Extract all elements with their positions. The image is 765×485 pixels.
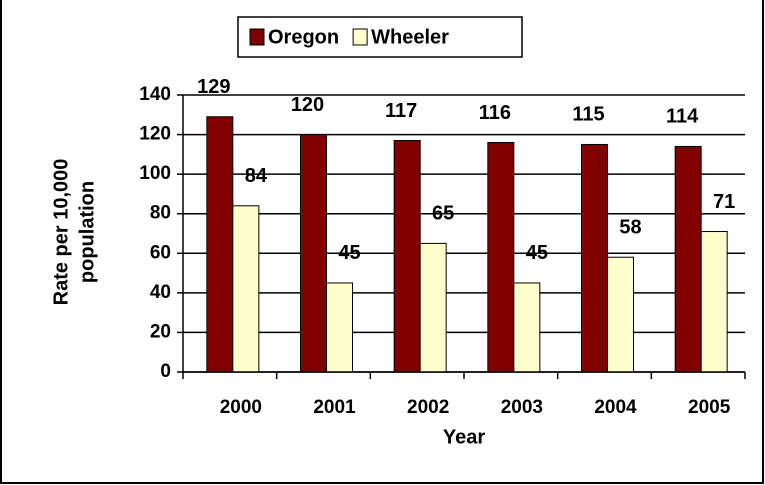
y-tick-label: 100	[139, 163, 171, 184]
y-tick-label: 0	[160, 361, 171, 382]
data-label: 116	[479, 102, 511, 124]
x-tick-label: 2003	[501, 397, 543, 418]
y-tick-label: 20	[150, 321, 171, 342]
legend-box	[237, 16, 523, 58]
data-label: 120	[291, 94, 324, 116]
x-tick-label: 2001	[313, 397, 356, 418]
x-tick-label: 2000	[220, 397, 262, 418]
x-tick-label: 2005	[688, 397, 731, 418]
y-axis-label: Rate per 10,000 population	[50, 159, 98, 306]
legend-swatch	[249, 28, 265, 46]
x-axis-label: Year	[443, 426, 485, 448]
legend-label: Wheeler	[371, 26, 449, 48]
data-label: 129	[197, 76, 230, 98]
legend-label: Oregon	[268, 26, 339, 48]
bar	[300, 134, 327, 373]
data-label: 71	[713, 191, 735, 213]
bar	[419, 242, 447, 373]
data-label: 84	[245, 165, 268, 187]
y-tick-label: 40	[150, 282, 171, 303]
bar	[674, 145, 702, 373]
bar	[700, 231, 728, 373]
x-tick-label: 2004	[594, 397, 637, 418]
data-label: 114	[666, 106, 699, 128]
y-axis-label-line: population	[76, 181, 98, 283]
bar	[513, 282, 541, 373]
legend-swatch	[352, 28, 368, 46]
bar	[232, 205, 260, 373]
data-label: 115	[572, 104, 604, 126]
bar	[206, 116, 234, 373]
data-label: 65	[432, 203, 454, 225]
y-axis-label-line: Rate per 10,000	[50, 159, 72, 306]
bar	[487, 141, 515, 373]
data-label: 58	[619, 217, 641, 239]
data-label: 45	[338, 242, 360, 264]
x-tick-label: 2002	[407, 397, 449, 418]
y-tick-label: 80	[150, 203, 171, 224]
data-label: 45	[526, 242, 548, 264]
bar	[326, 282, 353, 373]
bar	[607, 256, 634, 373]
y-tick-label: 120	[139, 124, 171, 145]
data-label: 117	[385, 100, 417, 122]
y-tick-label: 140	[139, 84, 171, 105]
y-tick-label: 60	[150, 242, 171, 263]
bar	[581, 143, 608, 373]
bar	[393, 140, 421, 373]
